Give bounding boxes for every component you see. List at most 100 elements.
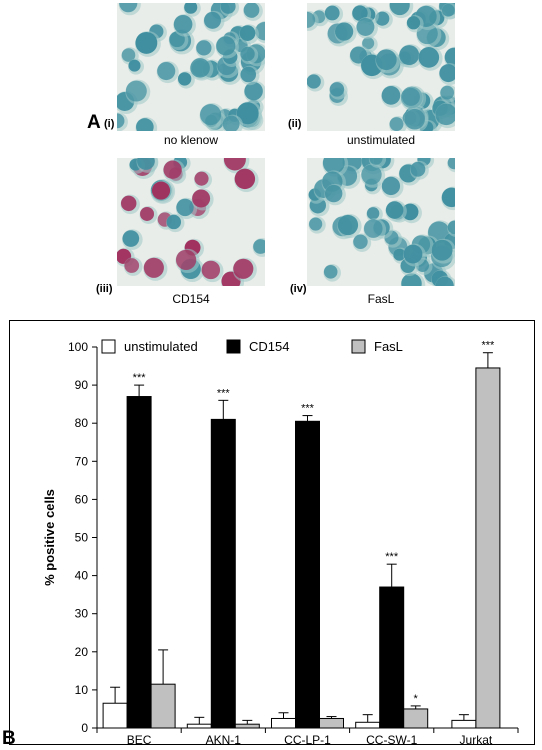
y-tick-label: 30 (75, 607, 89, 621)
cell-nucleus (143, 257, 164, 278)
bar (379, 586, 405, 729)
cell-nucleus (322, 158, 345, 174)
micrograph-cd154 (117, 158, 265, 286)
cell-nucleus (323, 265, 338, 279)
y-tick-label: 40 (75, 569, 89, 583)
y-tick-label: 50 (75, 531, 89, 545)
cell-nucleus (352, 5, 368, 21)
caption-no-klenow: no klenow (163, 133, 219, 147)
cell-nucleus (192, 189, 211, 208)
micrograph-no-klenow (117, 3, 265, 131)
image-numeral-iii: (iii) (96, 283, 113, 295)
cell-nucleus (140, 206, 155, 221)
bar (126, 396, 152, 729)
cell-nucleus (401, 87, 420, 106)
cell-nucleus (121, 48, 136, 62)
cell-nucleus (194, 171, 209, 186)
cell-nucleus (220, 3, 236, 14)
x-tick-label: BEC (127, 733, 152, 744)
cell-nucleus (120, 195, 137, 212)
cell-nucleus (236, 102, 259, 125)
cell-nucleus (222, 115, 240, 131)
cell-nucleus (243, 3, 260, 18)
cell-nucleus (240, 66, 257, 83)
legend-label: unstimulated (124, 339, 198, 354)
bar (295, 420, 320, 729)
bar (403, 708, 429, 729)
cell-nucleus (166, 214, 182, 230)
legend-label: CD154 (249, 339, 289, 354)
cell-nucleus (406, 16, 421, 30)
cell-nucleus (122, 230, 140, 247)
cell-nucleus (128, 59, 141, 72)
cell-nucleus (173, 14, 193, 34)
y-tick-label: 80 (75, 416, 89, 430)
y-tick-label: 0 (81, 721, 88, 735)
cell-nucleus (337, 214, 359, 236)
cell-nucleus (356, 18, 375, 36)
cell-nucleus (440, 85, 455, 100)
cell-nucleus (136, 118, 154, 131)
y-tick-label: 10 (75, 683, 89, 697)
significance-marker: *** (301, 403, 315, 415)
bar-chart: 0 10 20 30 40 50 60 70 80 90 100 % positive cells BE… (42, 339, 519, 744)
y-axis-title: % positive cells (42, 489, 57, 586)
legend-swatch (101, 339, 116, 354)
significance-marker: *** (133, 372, 147, 384)
cell-nucleus (435, 103, 455, 126)
cell-nucleus (151, 181, 171, 200)
micrograph-unstimulated (307, 3, 455, 131)
bar (210, 418, 236, 729)
bar (319, 717, 344, 729)
cell-nucleus (157, 61, 176, 81)
cell-nucleus (309, 217, 323, 231)
x-tick-label: CC-SW-1 (366, 733, 417, 744)
y-tick-label: 20 (75, 645, 89, 659)
cell-nucleus (184, 3, 198, 14)
x-tick-label: Jurkat (460, 733, 493, 744)
cell-nucleus (399, 45, 420, 66)
cell-nucleus (119, 3, 138, 13)
cell-nucleus (353, 234, 368, 249)
panel-a-label: A (87, 112, 101, 133)
caption-unstimulated: unstimulated (346, 133, 416, 147)
cell-nucleus (418, 47, 440, 68)
legend-label: FasL (374, 339, 403, 354)
cell-nucleus (233, 258, 254, 279)
cell-nucleus (362, 37, 375, 50)
cell-nucleus (200, 104, 222, 126)
cell-nucleus (324, 5, 340, 21)
cell-nucleus (177, 72, 192, 86)
significance-marker: *** (481, 340, 495, 352)
bar (186, 723, 212, 729)
bar (271, 717, 296, 729)
cell-nucleus (385, 201, 404, 219)
image-numeral-ii: (ii) (288, 118, 302, 130)
image-numeral-iv: (iv) (290, 283, 307, 295)
cell-nucleus (401, 273, 422, 286)
cell-nucleus (389, 117, 404, 131)
cell-nucleus (176, 198, 194, 217)
cell-nucleus (196, 40, 212, 56)
x-tick-label: AKN-1 (206, 733, 242, 744)
cell-nucleus (381, 86, 401, 105)
cell-nucleus (431, 239, 453, 261)
cell-nucleus (223, 158, 246, 171)
cell-nucleus (240, 46, 255, 62)
bar (234, 723, 260, 729)
cell-nucleus (244, 81, 263, 101)
significance-marker: * (414, 693, 419, 705)
image-numeral-i: (i) (104, 118, 115, 130)
cell-nucleus (403, 244, 423, 264)
cell-nucleus (201, 260, 221, 280)
cell-nucleus (335, 22, 354, 41)
cell-nucleus (404, 108, 425, 130)
cell-nucleus (361, 164, 382, 185)
panel-b-label: B (2, 728, 16, 749)
cell-nucleus (216, 36, 236, 56)
y-tick-label: 90 (75, 378, 89, 392)
cell-nucleus (381, 176, 401, 196)
significance-marker: *** (217, 387, 231, 399)
cell-nucleus (234, 168, 256, 190)
cell-nucleus (447, 220, 455, 234)
